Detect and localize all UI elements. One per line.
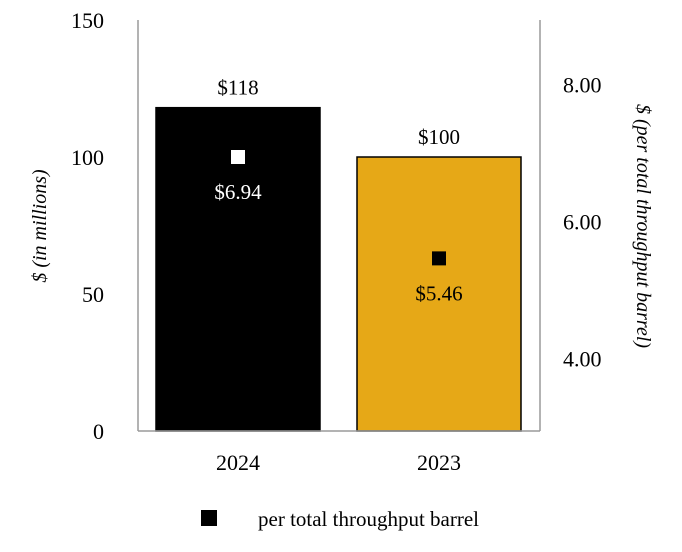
markers-layer [231, 150, 446, 266]
y-axis-title-left: $ (in millions) [29, 169, 51, 283]
left-tick-label: 50 [82, 282, 104, 307]
bar-value-label-2023: $100 [418, 125, 460, 149]
x-tick-label-2024: 2024 [216, 450, 260, 475]
bar-2023 [356, 156, 522, 432]
left-tick-labels: 0 50 100 150 [71, 8, 104, 444]
marker-2024 [231, 150, 245, 164]
right-tick-label: 6.00 [563, 209, 602, 234]
x-tick-label-2023: 2023 [417, 450, 461, 475]
left-tick-label: 0 [93, 419, 104, 444]
bars-layer [155, 106, 522, 432]
marker-2023 [432, 251, 446, 266]
marker-value-label-2024: $6.94 [214, 180, 262, 204]
bar-value-label-2024: $118 [217, 76, 258, 100]
x-tick-labels: 2024 2023 [216, 450, 461, 475]
marker-value-label-2023: $5.46 [415, 281, 462, 305]
left-tick-label: 150 [71, 8, 104, 33]
legend-label: per total throughput barrel [258, 507, 479, 531]
labels-layer: $118 $100 $6.94 $5.46 [214, 76, 462, 306]
left-tick-label: 100 [71, 145, 104, 170]
y-axis-title-right: $ (per total throughput barrel) [632, 104, 654, 348]
right-tick-label: 4.00 [563, 346, 602, 371]
legend-marker [201, 510, 217, 526]
right-tick-label: 8.00 [563, 72, 602, 97]
right-tick-labels: 4.00 6.00 8.00 [563, 72, 602, 371]
